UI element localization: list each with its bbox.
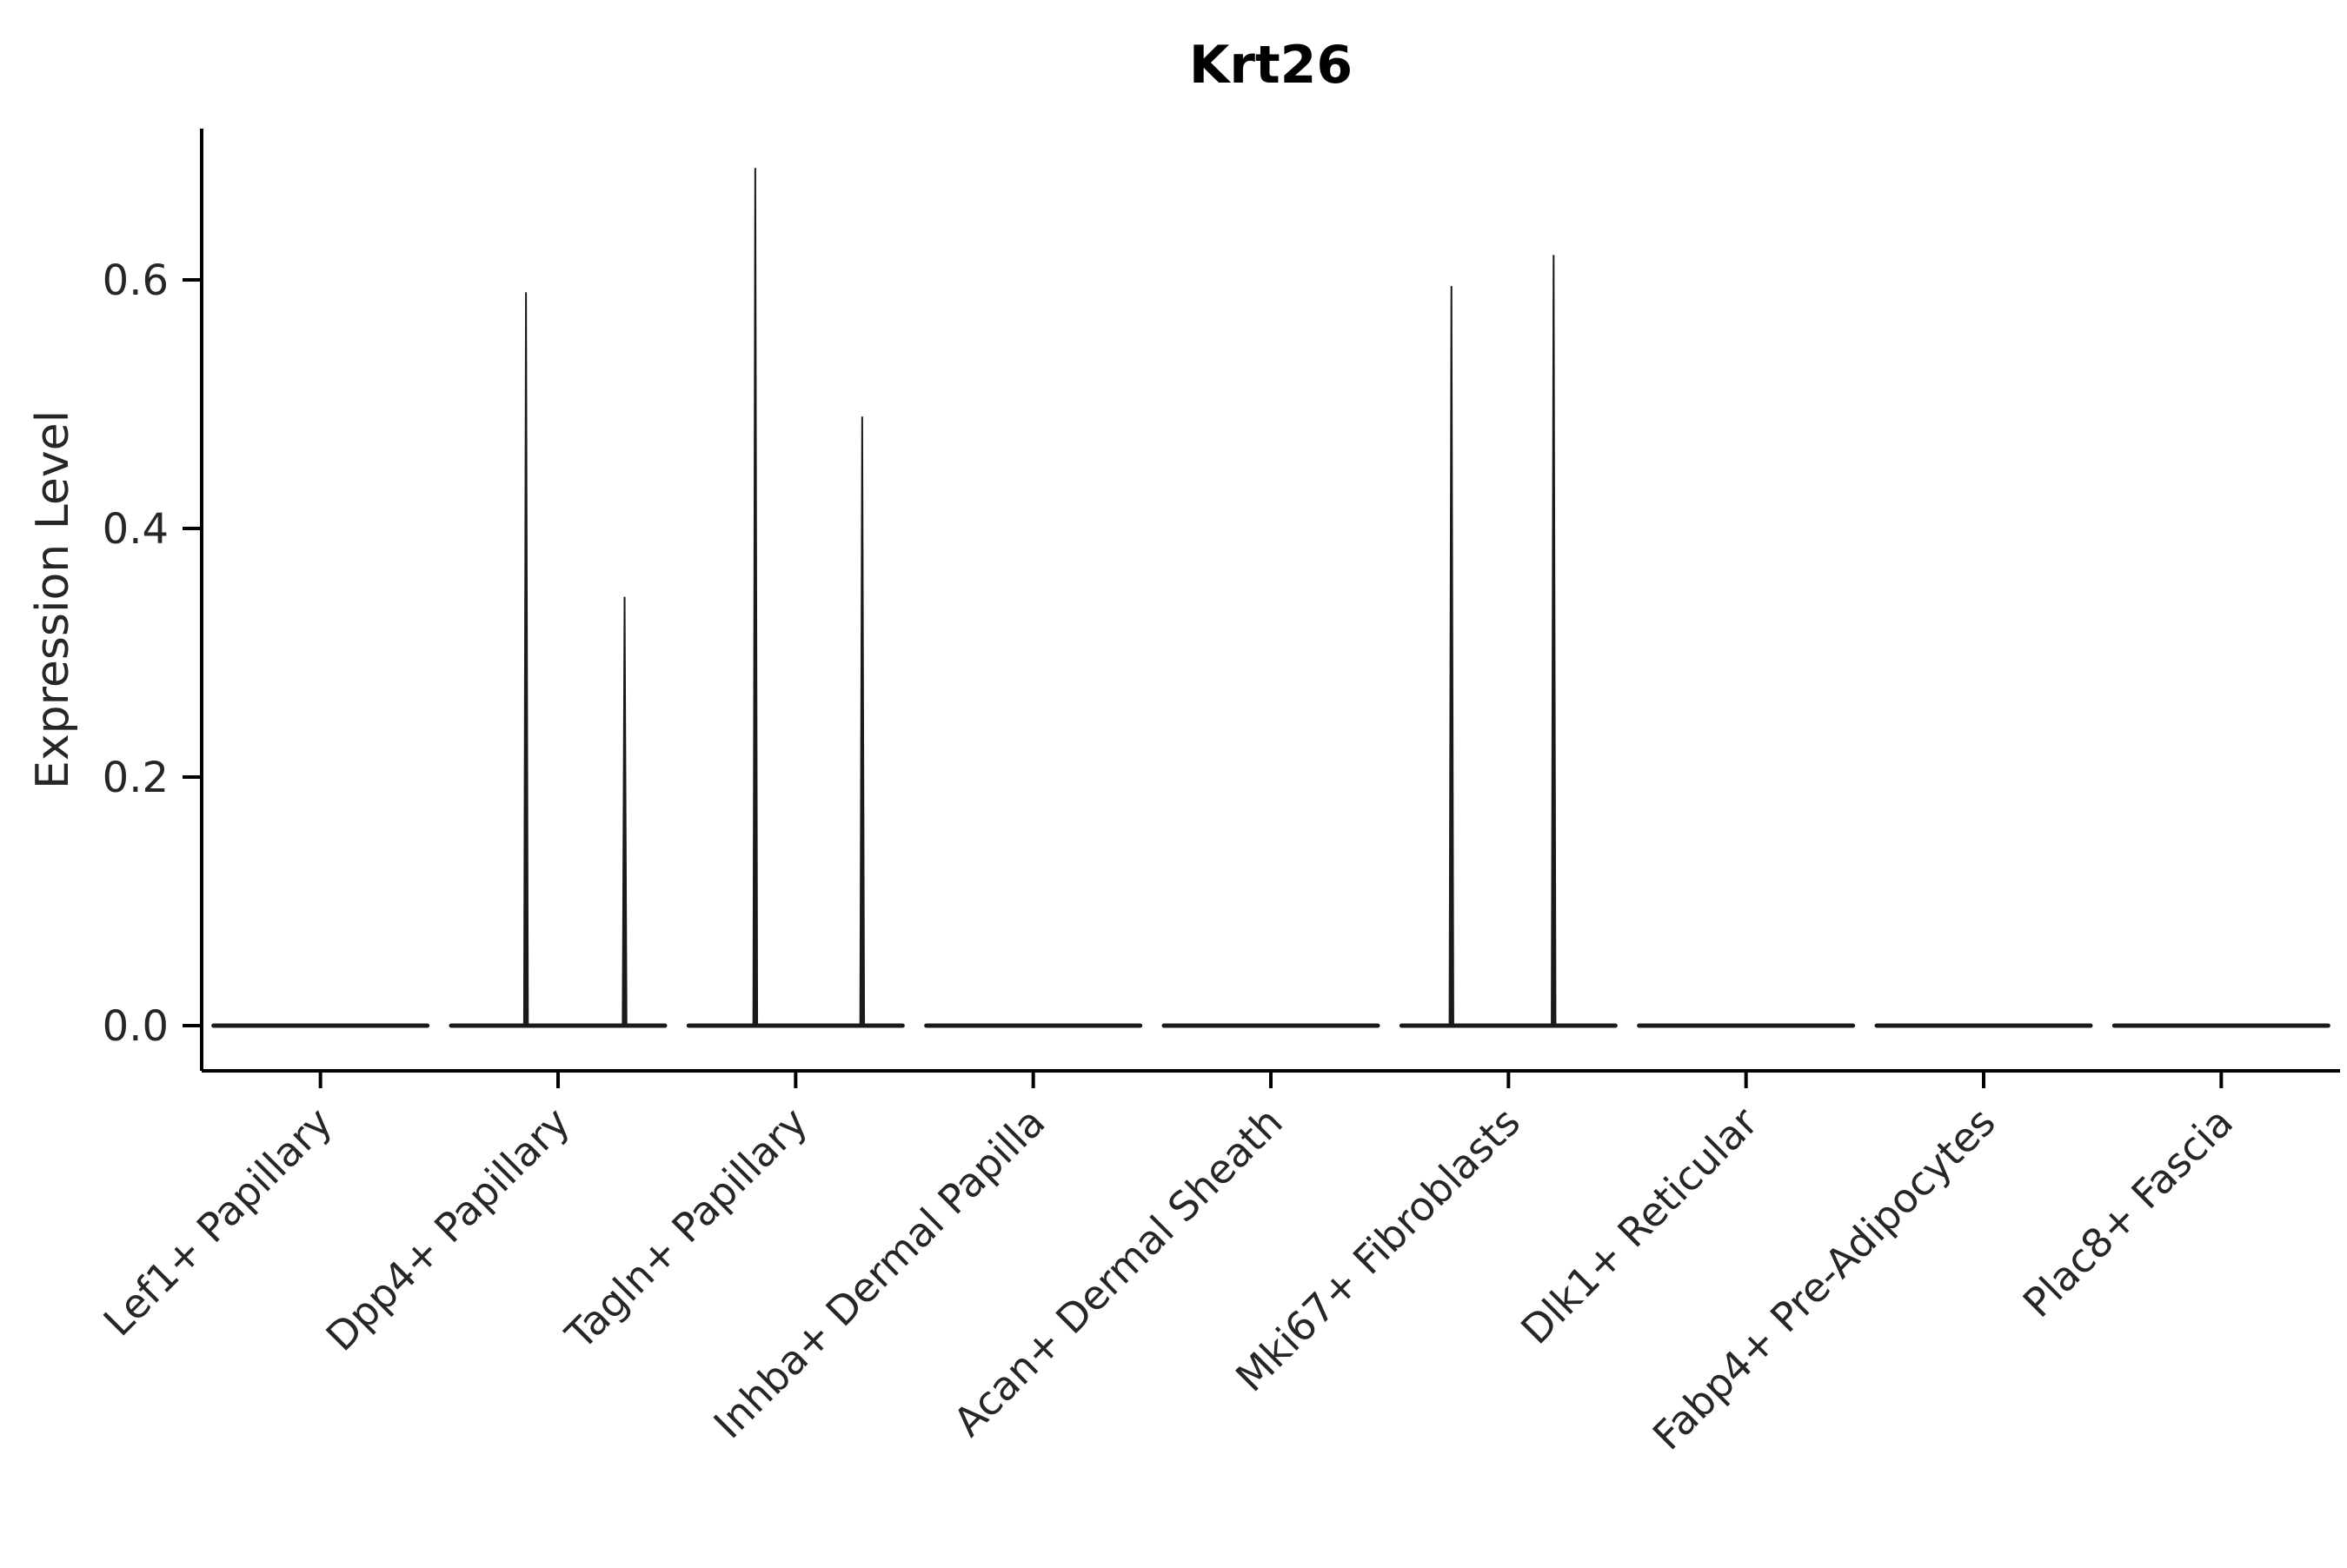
x-tick-label: Tagln+ Papillary bbox=[556, 1099, 817, 1359]
y-tick-label: 0.6 bbox=[103, 256, 169, 305]
violin-spike bbox=[522, 292, 529, 1027]
violin-spike bbox=[859, 416, 866, 1027]
axes-layer bbox=[183, 129, 2340, 1088]
y-axis-label: Expression Level bbox=[27, 410, 79, 789]
y-tick-label: 0.2 bbox=[103, 754, 169, 802]
y-tick-label: 0.0 bbox=[103, 1002, 169, 1051]
y-tick-label: 0.4 bbox=[103, 505, 169, 554]
violin-spike bbox=[1551, 255, 1557, 1027]
violin-spike bbox=[1448, 286, 1454, 1027]
x-tick-label: Lef1+ Papillary bbox=[95, 1099, 342, 1345]
x-tick-label: Dlk1+ Reticular bbox=[1512, 1099, 1766, 1353]
chart-title: Krt26 bbox=[1189, 35, 1353, 96]
violin-spike bbox=[752, 168, 759, 1028]
x-tick-label: Plac8+ Fascia bbox=[2014, 1099, 2242, 1326]
x-tick-label: Dpp4+ Papillary bbox=[317, 1099, 579, 1360]
violin-spike bbox=[622, 596, 628, 1027]
violin-layer bbox=[211, 168, 2330, 1028]
